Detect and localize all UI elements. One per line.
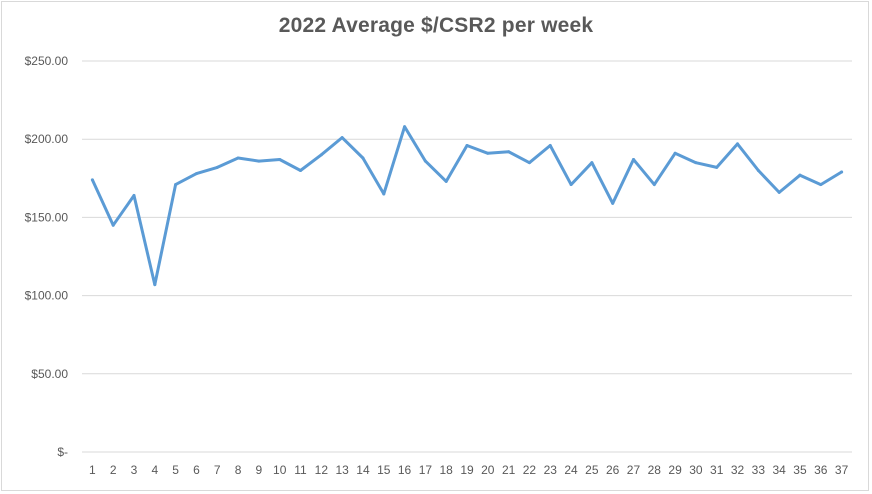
data-point [840,170,844,174]
x-tick-label: 31 [710,463,724,477]
data-point [361,156,365,160]
data-point [486,151,490,155]
x-tick-label: 33 [752,463,766,477]
x-tick-label: 15 [377,463,391,477]
data-point [340,136,344,140]
x-tick-label: 37 [835,463,849,477]
x-tick-label: 3 [131,463,138,477]
data-point [153,283,157,287]
x-tick-label: 4 [151,463,158,477]
x-tick-label: 30 [689,463,703,477]
y-tick-label: $250.00 [25,54,69,68]
x-tick-label: 21 [502,463,516,477]
chart-title: 2022 Average $/CSR2 per week [278,14,594,37]
series-line [90,125,844,287]
x-tick-label: 12 [315,463,329,477]
data-point [736,142,740,146]
data-point [715,165,719,169]
data-point [403,125,407,129]
x-tick-label: 17 [419,463,433,477]
data-point [465,143,469,147]
data-point [299,168,303,172]
grid-layer [82,60,852,453]
data-point [694,161,698,165]
x-tick-label: 13 [335,463,349,477]
data-point [652,183,656,187]
data-point [382,192,386,196]
x-tick-label: 19 [460,463,474,477]
data-point [444,179,448,183]
x-tick-label: 23 [544,463,558,477]
x-tick-label: 26 [606,463,620,477]
data-point [132,194,136,198]
data-point [569,183,573,187]
data-point [611,201,615,205]
data-point [819,183,823,187]
x-tick-label: 2 [110,463,117,477]
y-tick-label: $50.00 [31,367,68,381]
data-point [548,143,552,147]
data-point [756,168,760,172]
x-axis-tick-labels: 1 2 3 4 5 6 7 8 9 10 11 12 13 14 15 16 17 18 19 20 21 22 23 24 2… [89,463,849,477]
x-tick-label: 32 [731,463,745,477]
y-tick-label: $100.00 [25,289,69,303]
data-point [90,178,94,182]
y-axis-tick-labels: $- $50.00 $100.00 $150.00 $200.00 $250.00 [25,54,69,459]
data-point [319,153,323,157]
data-point [527,161,531,165]
x-tick-label: 8 [235,463,242,477]
data-point [507,150,511,154]
data-point [174,183,178,187]
data-point [798,173,802,177]
x-tick-label: 36 [814,463,828,477]
x-tick-label: 27 [627,463,641,477]
x-tick-label: 25 [585,463,599,477]
x-tick-label: 29 [668,463,682,477]
data-point [111,223,115,227]
x-tick-label: 9 [256,463,263,477]
data-point [590,161,594,165]
x-tick-label: 14 [356,463,370,477]
data-point [257,159,261,163]
x-tick-label: 10 [273,463,287,477]
x-tick-label: 20 [481,463,495,477]
x-tick-label: 5 [172,463,179,477]
x-tick-label: 35 [793,463,807,477]
x-tick-label: 11 [294,463,307,477]
data-point [777,190,781,194]
y-tick-label: $- [57,445,68,459]
y-tick-label: $150.00 [25,210,69,224]
x-tick-label: 18 [440,463,454,477]
data-point [278,158,282,162]
data-point [631,158,635,162]
x-tick-label: 24 [564,463,578,477]
y-tick-label: $200.00 [25,132,69,146]
x-tick-label: 22 [523,463,537,477]
data-point [673,151,677,155]
x-tick-label: 16 [398,463,412,477]
x-tick-label: 7 [214,463,221,477]
x-tick-label: 34 [772,463,786,477]
x-tick-label: 28 [648,463,662,477]
series-layer [90,125,844,287]
x-tick-label: 1 [89,463,96,477]
data-point [236,156,240,160]
x-tick-label: 6 [193,463,200,477]
data-point [215,165,219,169]
data-point [194,172,198,176]
data-point [423,159,427,163]
